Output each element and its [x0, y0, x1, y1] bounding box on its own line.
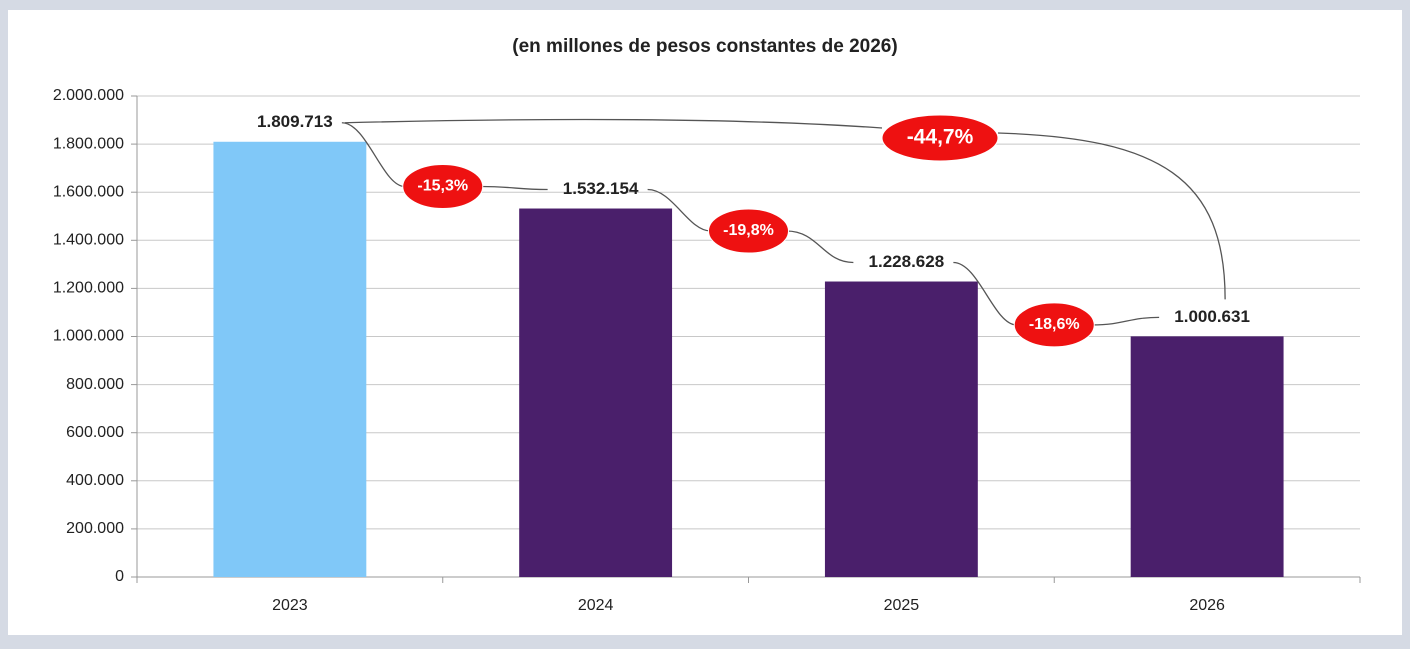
x-tick-label: 2026	[1189, 597, 1225, 614]
bar	[213, 141, 367, 577]
x-tick-label: 2023	[272, 597, 308, 614]
y-tick-label: 800.000	[66, 376, 124, 393]
annotation-bubble	[402, 164, 484, 210]
y-tick-label: 1.800.000	[53, 135, 124, 152]
bar	[824, 281, 978, 577]
annotation: -44,7%	[907, 126, 974, 149]
x-tick-label: 2024	[578, 597, 614, 614]
annotation-bubble	[881, 114, 999, 162]
bar	[1130, 336, 1284, 577]
value-label: 1.532.154	[563, 179, 639, 198]
connector	[953, 261, 1160, 326]
y-tick-label: 0	[115, 568, 124, 585]
value-label: 1.809.713	[257, 112, 333, 131]
y-tick-label: 600.000	[66, 424, 124, 441]
connector	[344, 118, 1226, 300]
x-tick-label: 2025	[884, 597, 920, 614]
annotation: -15,3%	[417, 178, 468, 195]
y-tick-label: 400.000	[66, 472, 124, 489]
annotation: -18,6%	[1029, 316, 1080, 333]
chart-title: (en millones de pesos constantes de 2026…	[512, 36, 897, 57]
value-label: 1.000.631	[1174, 307, 1250, 326]
annotation-bubble	[1013, 302, 1095, 348]
annotation-bubble	[708, 208, 789, 254]
bar	[519, 208, 673, 577]
y-tick-label: 1.200.000	[53, 280, 124, 297]
value-label: 1.228.628	[869, 252, 945, 271]
y-tick-label: 1.600.000	[53, 183, 124, 200]
connector	[341, 122, 548, 191]
y-tick-label: 1.000.000	[53, 328, 124, 345]
y-tick-label: 1.400.000	[53, 232, 124, 249]
y-tick-label: 2.000.000	[53, 87, 124, 104]
annotation: -19,8%	[723, 222, 774, 239]
y-tick-label: 200.000	[66, 520, 124, 537]
connector	[647, 188, 854, 264]
